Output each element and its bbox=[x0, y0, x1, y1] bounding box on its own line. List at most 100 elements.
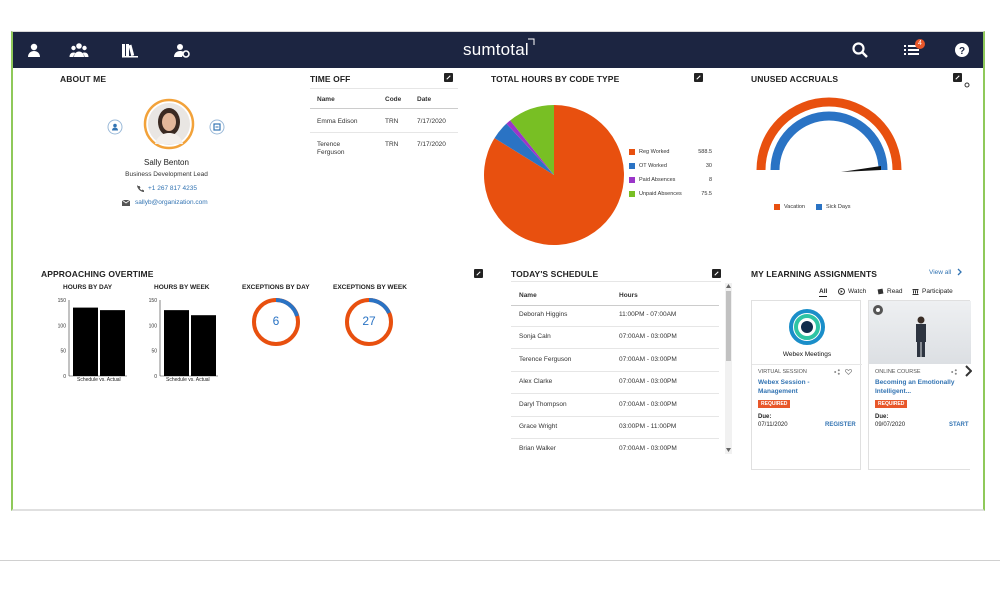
view-all-link[interactable]: View all bbox=[929, 269, 952, 276]
help-icon[interactable]: ? bbox=[953, 41, 971, 59]
bar-schedule[interactable] bbox=[73, 307, 98, 376]
start-button[interactable]: START bbox=[949, 422, 969, 428]
table-cell: 7/17/2020 bbox=[417, 118, 446, 125]
total-hours-expand-icon[interactable] bbox=[694, 73, 703, 82]
exceptions-by-week-value: 27 bbox=[362, 314, 376, 328]
tasks-icon[interactable] bbox=[903, 41, 921, 59]
divider bbox=[310, 132, 458, 133]
carousel-next-icon[interactable] bbox=[964, 365, 972, 377]
schedule-name: Terence Ferguson bbox=[519, 355, 572, 363]
time-off-expand-icon[interactable] bbox=[444, 73, 453, 82]
settings-icon[interactable] bbox=[964, 82, 970, 88]
hours-by-day-title: HOURS BY DAY bbox=[63, 284, 113, 291]
divider bbox=[310, 108, 458, 109]
scrollbar-thumb[interactable] bbox=[726, 291, 731, 361]
hours-by-week-xlabel: Schedule vs. Actual bbox=[166, 377, 210, 383]
webex-logo-icon bbox=[789, 309, 825, 345]
card-title-link[interactable]: Becoming an Emotionally Intelligent... bbox=[875, 379, 955, 395]
schedule-name: Grace Wright bbox=[519, 423, 558, 430]
due-date: 07/11/2020 bbox=[758, 422, 788, 428]
card-type: VIRTUAL SESSION bbox=[758, 369, 807, 375]
pie-slice-unpaid-absences[interactable] bbox=[510, 105, 554, 175]
search-icon[interactable] bbox=[851, 41, 869, 59]
hours-by-day-chart: 150 100 50 0 bbox=[58, 298, 127, 380]
scroll-up-icon[interactable] bbox=[726, 284, 731, 288]
bar-actual[interactable] bbox=[191, 315, 216, 376]
schedule-hours: 03:00PM - 11:00PM bbox=[619, 423, 677, 430]
divider bbox=[511, 281, 721, 282]
legend-swatch bbox=[629, 163, 635, 169]
table-cell: TRN bbox=[385, 118, 399, 125]
scroll-down-icon[interactable] bbox=[726, 448, 731, 452]
schedule-expand-icon[interactable] bbox=[712, 269, 721, 278]
schedule-hours: 07:00AM - 03:00PM bbox=[619, 445, 677, 453]
schedule-name: Deborah Higgins bbox=[519, 311, 568, 318]
bar-schedule[interactable] bbox=[164, 310, 189, 376]
pie-slice-paid-absences[interactable] bbox=[506, 120, 554, 175]
pie-slice-reg-worked[interactable] bbox=[484, 105, 624, 246]
y-tick-label: 100 bbox=[58, 323, 67, 329]
participate-icon bbox=[912, 289, 919, 295]
share-icon[interactable] bbox=[834, 369, 840, 375]
chevron-right-icon[interactable] bbox=[957, 268, 963, 276]
card-title-link[interactable]: Webex Session - Management bbox=[758, 379, 810, 395]
schedule-name: Daryl Thompson bbox=[519, 400, 567, 408]
admin-icon[interactable] bbox=[173, 41, 191, 59]
page-divider bbox=[0, 560, 1000, 561]
filter-read[interactable]: Read bbox=[887, 288, 903, 295]
learning-card-webex[interactable]: Webex Meetings VIRTUAL SESSION Webex Ses… bbox=[751, 300, 862, 470]
overtime-expand-icon[interactable] bbox=[474, 269, 483, 278]
top-nav-bar: sumtotal 4 ? bbox=[13, 32, 983, 68]
filter-participate[interactable]: Participate bbox=[922, 288, 953, 295]
y-tick-label: 0 bbox=[63, 374, 66, 380]
y-tick-label: 150 bbox=[149, 298, 158, 304]
legend-label: Vacation bbox=[784, 204, 805, 210]
webex-brand-label: Webex Meetings bbox=[782, 351, 832, 358]
divider bbox=[511, 415, 719, 417]
team-icon[interactable] bbox=[69, 41, 89, 59]
learning-card-course[interactable]: ONLINE COURSE Becoming an Emotionally In… bbox=[868, 300, 971, 470]
filter-all[interactable]: All bbox=[819, 288, 828, 297]
hours-by-week-title: HOURS BY WEEK bbox=[154, 284, 210, 291]
overtime-title: APPROACHING OVERTIME bbox=[41, 269, 154, 279]
legend-label: Sick Days bbox=[826, 204, 851, 210]
profile-icon[interactable] bbox=[107, 119, 123, 135]
register-button[interactable]: REGISTER bbox=[825, 422, 856, 428]
email-link[interactable]: sallyb@organization.com bbox=[135, 199, 208, 206]
table-cell: Terence Ferguson bbox=[317, 141, 345, 156]
exceptions-by-week-ring bbox=[345, 298, 393, 346]
exceptions-by-day-value: 6 bbox=[272, 314, 280, 328]
divider bbox=[310, 88, 458, 89]
legend-swatch bbox=[774, 204, 780, 210]
bar-actual[interactable] bbox=[100, 310, 125, 376]
y-tick-label: 150 bbox=[58, 298, 67, 304]
schedule-scrollbar[interactable] bbox=[725, 283, 732, 454]
divider bbox=[511, 393, 719, 395]
watch-icon bbox=[838, 288, 845, 295]
divider bbox=[511, 305, 719, 306]
table-cell: Emma Edison bbox=[317, 118, 358, 125]
logo-mark-icon bbox=[528, 38, 535, 45]
contact-card-icon[interactable] bbox=[209, 119, 225, 135]
read-icon bbox=[877, 288, 884, 295]
accruals-gauge bbox=[756, 97, 902, 172]
exceptions-by-day-title: EXCEPTIONS BY DAY bbox=[242, 284, 310, 291]
schedule-hours: 07:00AM - 03:00PM bbox=[619, 400, 677, 408]
phone-link[interactable]: +1 267 817 4235 bbox=[148, 185, 197, 192]
schedule-name: Brian Walker bbox=[519, 445, 556, 453]
filter-watch[interactable]: Watch bbox=[848, 288, 867, 295]
legend-label: Reg Worked bbox=[639, 149, 670, 155]
divider bbox=[511, 370, 719, 372]
time-off-header-date: Date bbox=[417, 96, 432, 103]
total-hours-pie-chart bbox=[484, 105, 624, 246]
library-icon[interactable] bbox=[121, 41, 139, 59]
legend-swatch bbox=[629, 191, 635, 197]
heart-icon[interactable] bbox=[845, 369, 852, 375]
exceptions-by-week-title: EXCEPTIONS BY WEEK bbox=[333, 284, 407, 291]
unused-accruals-expand-icon[interactable] bbox=[953, 73, 962, 82]
pie-slice-ot-worked[interactable] bbox=[494, 123, 554, 175]
user-icon[interactable] bbox=[25, 41, 43, 59]
profile-name: Sally Benton bbox=[144, 158, 189, 167]
share-icon[interactable] bbox=[951, 369, 957, 375]
vacation-arc bbox=[756, 97, 902, 171]
